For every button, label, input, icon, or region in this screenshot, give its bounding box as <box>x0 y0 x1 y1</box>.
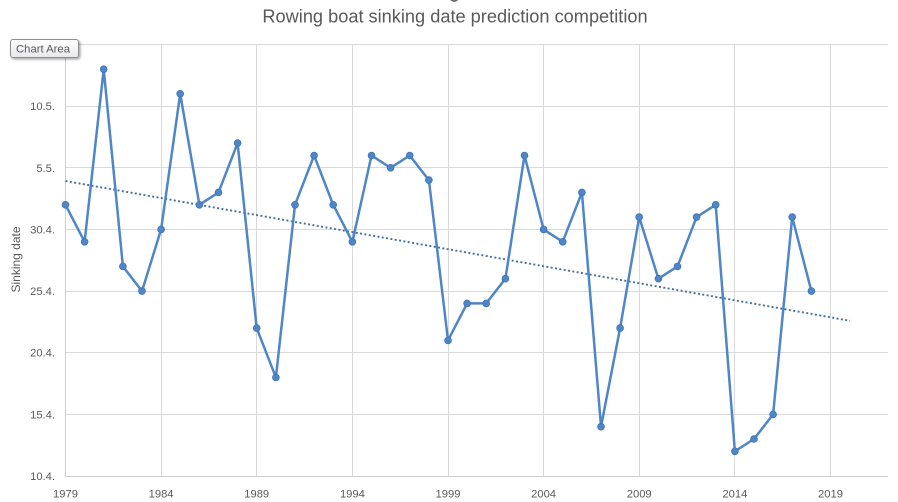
svg-text:2004: 2004 <box>531 489 556 501</box>
svg-text:25.4.: 25.4. <box>30 286 55 298</box>
svg-text:1984: 1984 <box>149 489 174 501</box>
svg-text:Chart Area: Chart Area <box>16 43 71 55</box>
svg-text:Sinking date: Sinking date <box>9 226 23 292</box>
svg-text:10.5.: 10.5. <box>30 101 55 113</box>
svg-text:1994: 1994 <box>340 489 365 501</box>
svg-text:5.5.: 5.5. <box>36 163 55 175</box>
svg-text:1989: 1989 <box>244 489 269 501</box>
svg-text:10.4.: 10.4. <box>30 471 55 483</box>
svg-text:30.4.: 30.4. <box>30 224 55 236</box>
svg-text:Rowing boat sinking date predi: Rowing boat sinking date prediction comp… <box>262 7 647 27</box>
svg-text:1999: 1999 <box>436 489 461 501</box>
svg-text:2009: 2009 <box>627 489 652 501</box>
svg-text:2019: 2019 <box>818 489 843 501</box>
svg-text:1979: 1979 <box>53 489 78 501</box>
svg-text:2014: 2014 <box>722 489 747 501</box>
svg-text:20.4.: 20.4. <box>30 348 55 360</box>
svg-text:15.4.: 15.4. <box>30 409 55 421</box>
